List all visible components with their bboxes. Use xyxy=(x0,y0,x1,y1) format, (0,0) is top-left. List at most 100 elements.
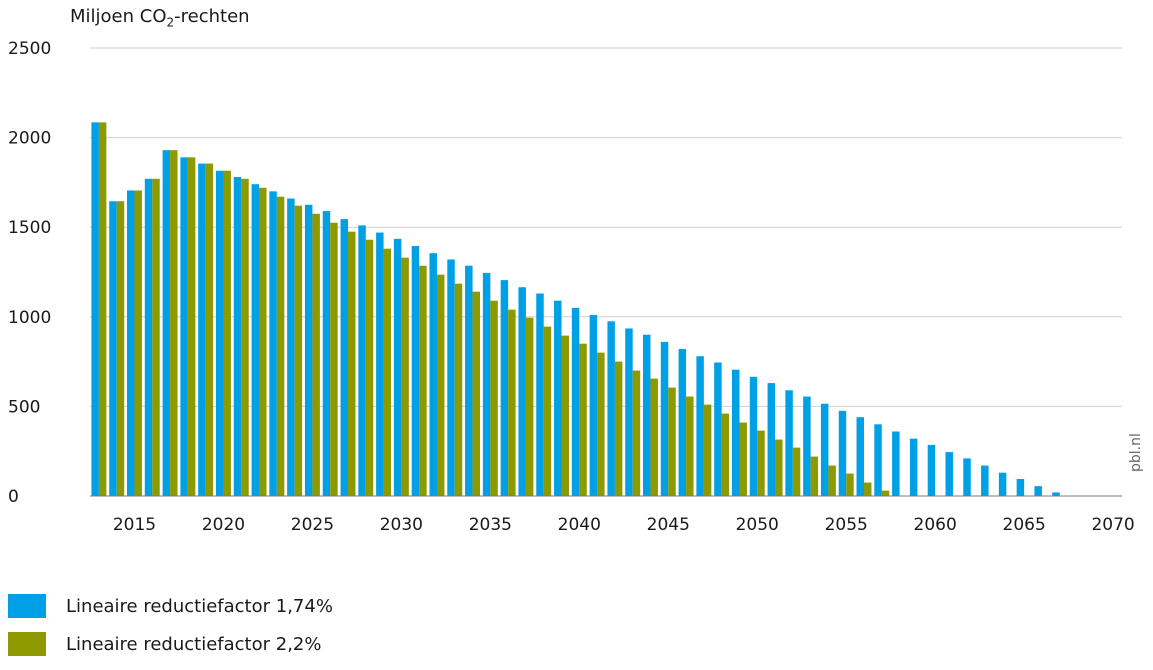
bar xyxy=(775,439,783,496)
bar xyxy=(650,378,658,496)
bar xyxy=(963,458,971,496)
bar xyxy=(828,465,836,496)
bar xyxy=(312,213,320,496)
legend-item-2-2: Lineaire reductiefactor 2,2% xyxy=(8,632,333,656)
bar xyxy=(597,352,605,496)
bar xyxy=(109,201,117,496)
bar xyxy=(411,246,420,496)
bar xyxy=(767,383,776,496)
bar xyxy=(152,178,160,497)
bar xyxy=(251,184,260,496)
legend-label: Lineaire reductiefactor 1,74% xyxy=(66,595,333,617)
bar xyxy=(668,387,676,496)
legend: Lineaire reductiefactor 1,74% Lineaire r… xyxy=(8,594,333,670)
x-tick-label: 2055 xyxy=(825,515,868,535)
bar xyxy=(945,452,953,496)
bar xyxy=(223,170,231,496)
legend-swatch-blue xyxy=(8,594,46,618)
bar xyxy=(269,191,277,497)
bar xyxy=(241,178,249,497)
bar xyxy=(525,317,534,496)
bar xyxy=(579,343,587,496)
bar xyxy=(803,396,811,496)
bar xyxy=(162,150,171,497)
bar xyxy=(348,231,356,496)
x-tick-label: 2050 xyxy=(736,515,779,535)
bar xyxy=(401,257,409,496)
bar xyxy=(846,473,854,496)
bar xyxy=(276,196,285,496)
bar xyxy=(144,178,153,497)
y-axis-label-suffix: -rechten xyxy=(174,6,250,27)
y-tick-label: 1500 xyxy=(8,218,51,238)
bar xyxy=(518,287,526,496)
legend-item-1-74: Lineaire reductiefactor 1,74% xyxy=(8,594,333,618)
bar xyxy=(749,376,758,496)
x-tick-label: 2060 xyxy=(914,515,957,535)
bar xyxy=(490,300,498,496)
bar xyxy=(589,315,598,496)
x-tick-label: 2045 xyxy=(647,515,690,535)
source-credit: pbl.nl xyxy=(1128,433,1144,472)
bar xyxy=(660,341,669,496)
bar xyxy=(198,163,206,497)
bar xyxy=(187,157,196,496)
bar xyxy=(436,274,445,496)
legend-label: Lineaire reductiefactor 2,2% xyxy=(66,633,322,655)
bar xyxy=(215,170,224,496)
bar xyxy=(792,447,801,496)
bar xyxy=(259,187,267,496)
bar xyxy=(981,465,989,496)
bar xyxy=(134,190,142,497)
bar xyxy=(98,122,107,497)
bar xyxy=(998,472,1007,496)
bar xyxy=(909,438,918,496)
bar xyxy=(625,328,633,496)
x-tick-label: 2025 xyxy=(291,515,334,535)
bar xyxy=(874,424,882,496)
y-tick-label: 2000 xyxy=(8,129,51,149)
bar xyxy=(1034,486,1042,496)
bar xyxy=(358,225,366,496)
bar xyxy=(508,309,516,496)
bar xyxy=(116,201,125,496)
legend-swatch-olive xyxy=(8,632,46,656)
bar xyxy=(205,163,214,497)
bar xyxy=(543,326,552,496)
bar xyxy=(721,413,730,496)
x-tick-label: 2030 xyxy=(380,515,423,535)
bar xyxy=(472,291,481,496)
bar xyxy=(365,239,374,496)
bar xyxy=(322,211,331,496)
bar xyxy=(714,362,722,496)
bar xyxy=(678,349,687,496)
bar xyxy=(376,232,384,497)
bar xyxy=(927,444,936,496)
bar xyxy=(330,222,338,496)
x-tick-label: 2035 xyxy=(469,515,512,535)
bar xyxy=(785,390,793,496)
bar xyxy=(482,272,491,496)
bar xyxy=(686,396,694,496)
bar xyxy=(233,177,242,497)
y-tick-label: 500 xyxy=(8,397,40,417)
bar xyxy=(881,490,890,496)
bar-chart: 0 500 1000 1500 2000 2500 2015 2020 2025 2030 2035… xyxy=(8,39,1135,535)
y-tick-label: 0 xyxy=(8,487,19,507)
bar xyxy=(856,417,864,496)
bar xyxy=(757,430,765,496)
bar xyxy=(561,335,569,496)
bar xyxy=(170,150,178,497)
y-axis-label: Miljoen CO2-rechten xyxy=(70,6,250,30)
x-tick-label: 2020 xyxy=(202,515,245,535)
bar xyxy=(180,157,188,496)
y-axis-label-subscript: 2 xyxy=(166,15,175,30)
y-tick-label: 1000 xyxy=(8,308,51,328)
chart-area: 0 500 1000 1500 2000 2500 2015 2020 2025 2030 2035… xyxy=(8,6,1144,535)
bar xyxy=(304,204,313,497)
bar xyxy=(393,238,402,496)
bar xyxy=(454,283,463,496)
bar xyxy=(465,265,473,496)
bar xyxy=(383,248,392,496)
bar xyxy=(287,198,295,496)
